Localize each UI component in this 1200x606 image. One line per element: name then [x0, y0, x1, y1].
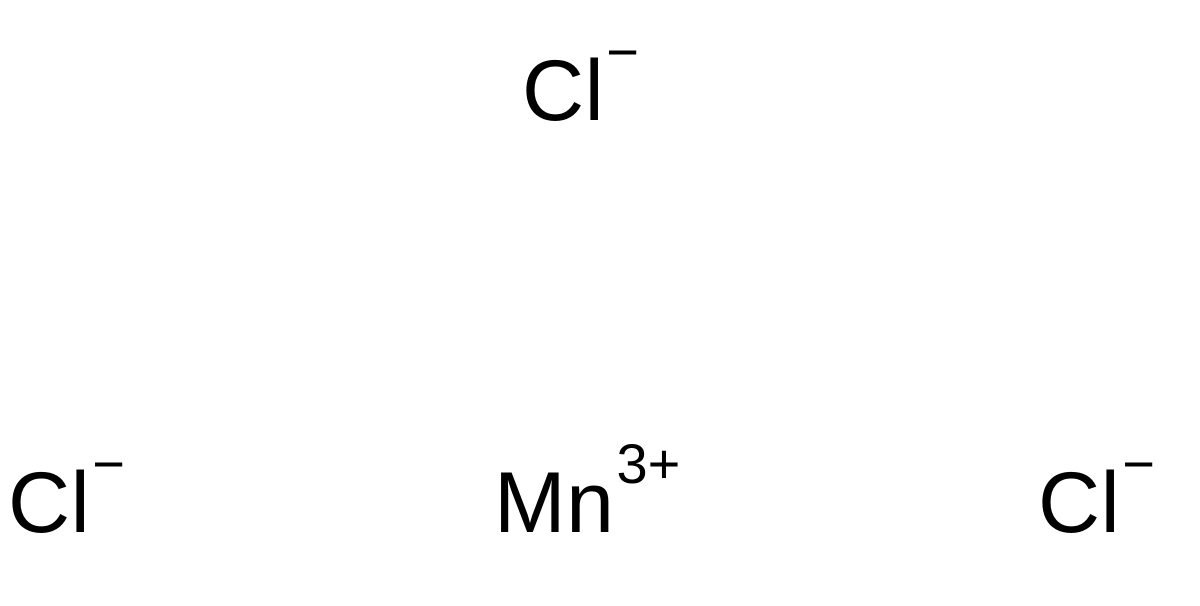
chemical-structure: Cl− Cl− Mn3+ Cl− — [0, 0, 1200, 606]
element-symbol: Cl — [8, 455, 90, 551]
ion-cl-right: Cl− — [1038, 460, 1155, 546]
ion-charge: 3+ — [616, 432, 680, 495]
ion-charge: − — [606, 20, 639, 83]
ion-cl-left: Cl− — [8, 460, 125, 546]
ion-charge: − — [92, 432, 125, 495]
element-symbol: Cl — [1038, 455, 1120, 551]
element-symbol: Mn — [494, 455, 614, 551]
ion-mn-center: Mn3+ — [494, 460, 680, 546]
element-symbol: Cl — [522, 43, 604, 139]
ion-cl-top: Cl− — [522, 48, 639, 134]
ion-charge: − — [1122, 432, 1155, 495]
